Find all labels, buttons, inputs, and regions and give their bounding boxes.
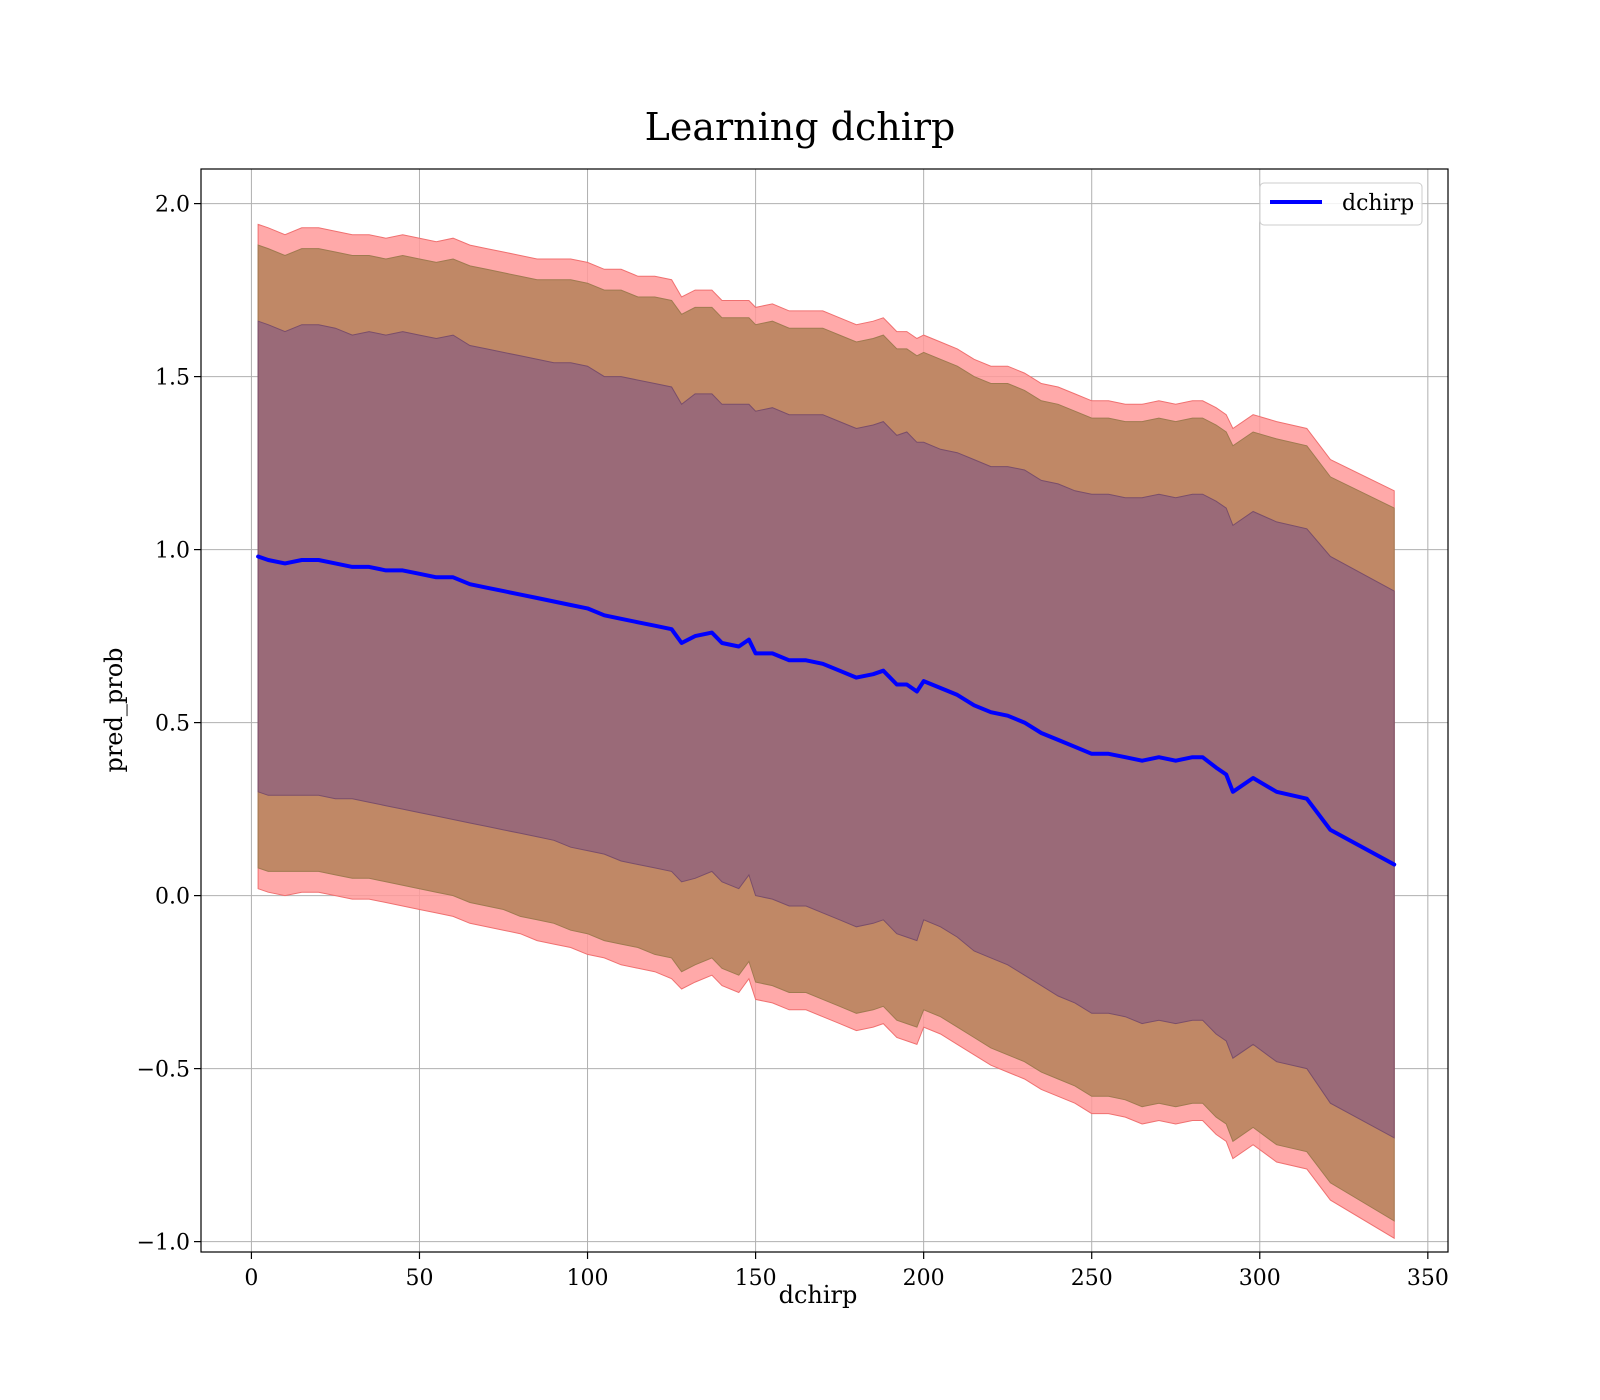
x-tick-label: 150 bbox=[735, 1266, 777, 1291]
confidence-bands bbox=[257, 223, 1395, 1240]
y-tick-label: 0.5 bbox=[155, 712, 190, 737]
legend-label-dchirp: dchirp bbox=[1342, 191, 1414, 216]
x-axis-label: dchirp bbox=[779, 1281, 858, 1309]
series-line-dchirp bbox=[256, 554, 1397, 867]
x-tick-label: 100 bbox=[567, 1266, 609, 1291]
y-axis-ticks: −1.0 −0.5 0.0 0.5 1.0 1.5 2.0 bbox=[137, 193, 201, 1256]
legend-box bbox=[1259, 182, 1423, 226]
band-inner bbox=[257, 320, 1395, 1139]
y-tick-label: −0.5 bbox=[137, 1058, 190, 1083]
x-axis-ticks: 0 50 100 150 200 250 300 350 bbox=[244, 1252, 1449, 1291]
y-tick-label: 2.0 bbox=[155, 193, 190, 218]
chart-title: Learning dchirp bbox=[645, 105, 956, 149]
series-lines bbox=[256, 554, 1397, 867]
x-tick-label: 0 bbox=[244, 1266, 258, 1291]
y-tick-label: 1.0 bbox=[155, 539, 190, 564]
legend: dchirp bbox=[1259, 182, 1423, 226]
axes-frame bbox=[200, 168, 1449, 1253]
x-tick-label: 300 bbox=[1239, 1266, 1281, 1291]
x-tick-label: 200 bbox=[903, 1266, 945, 1291]
y-tick-label: 0.0 bbox=[155, 885, 190, 910]
x-tick-label: 50 bbox=[405, 1266, 433, 1291]
y-axis-label: pred_prob bbox=[100, 647, 128, 772]
x-tick-label: 350 bbox=[1407, 1266, 1449, 1291]
x-tick-label: 250 bbox=[1071, 1266, 1113, 1291]
y-tick-label: −1.0 bbox=[137, 1231, 190, 1256]
y-tick-label: 1.5 bbox=[155, 366, 190, 391]
plot-frame bbox=[200, 168, 1449, 1253]
